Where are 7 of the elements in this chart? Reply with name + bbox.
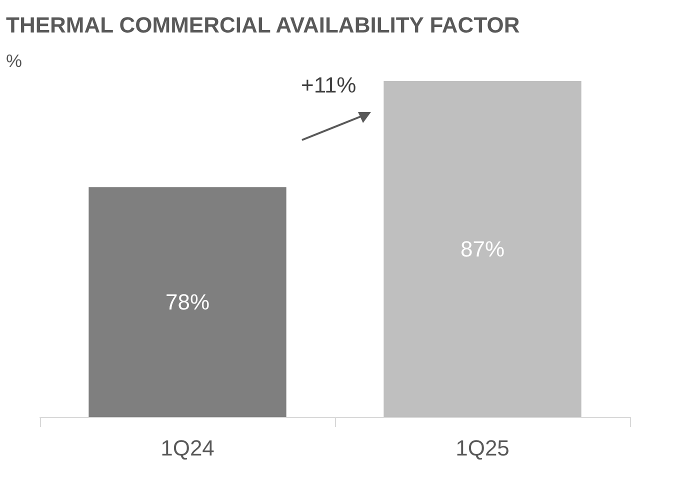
x-tick-label: 1Q24 <box>160 436 214 460</box>
y-axis-title: % <box>6 51 22 71</box>
chart-title: THERMAL COMMERCIAL AVAILABILITY FACTOR <box>6 12 520 38</box>
data-label: 78% <box>165 290 210 315</box>
data-label: 87% <box>460 236 505 262</box>
annotation: +11% <box>301 72 356 98</box>
x-tick-label: 1Q25 <box>456 436 510 460</box>
